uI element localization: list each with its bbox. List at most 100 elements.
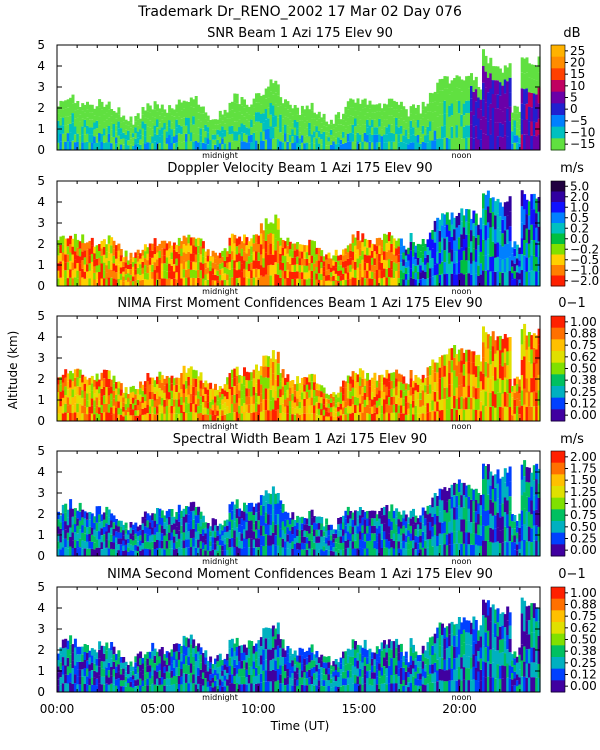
heatmap-cell bbox=[214, 531, 217, 538]
heatmap-cell bbox=[233, 121, 237, 132]
heatmap-cell bbox=[165, 119, 169, 126]
heatmap-cell bbox=[112, 522, 116, 529]
heatmap-cell bbox=[168, 392, 172, 400]
heatmap-cell bbox=[433, 372, 437, 382]
heatmap-cell bbox=[199, 121, 203, 129]
heatmap-cell bbox=[308, 122, 312, 130]
heatmap-cell bbox=[199, 128, 203, 136]
heatmap-cell bbox=[136, 389, 140, 395]
heatmap-cell bbox=[351, 260, 355, 269]
heatmap-cell bbox=[515, 106, 519, 114]
heatmap-cell bbox=[163, 378, 167, 386]
heatmap-cell bbox=[383, 119, 386, 127]
heatmap-cell bbox=[477, 275, 481, 286]
colorbar-swatch bbox=[551, 316, 565, 329]
panel-width: Spectral Width Beam 1 Azi 175 Elev 90 m/s… bbox=[37, 432, 596, 566]
heatmap-cell bbox=[436, 411, 440, 421]
heatmap-cell bbox=[264, 229, 268, 241]
heatmap-cell bbox=[148, 271, 152, 279]
heatmap-cell bbox=[209, 408, 213, 415]
heatmap-cell bbox=[271, 83, 275, 95]
heatmap-cell bbox=[131, 545, 135, 551]
heatmap-cell bbox=[356, 518, 360, 527]
heatmap-cell bbox=[436, 229, 440, 241]
heatmap-cell bbox=[390, 277, 394, 286]
heatmap-cell bbox=[199, 135, 203, 143]
heatmap-cell bbox=[390, 521, 394, 531]
heatmap-cell bbox=[255, 402, 258, 412]
panel-doppler: Doppler Velocity Beam 1 Azi 175 Elev 90 m… bbox=[37, 161, 599, 296]
heatmap-cell bbox=[399, 390, 403, 398]
heatmap-cell bbox=[513, 135, 517, 143]
heatmap-cell bbox=[450, 372, 454, 385]
heatmap-cell bbox=[170, 532, 174, 541]
heatmap-cell bbox=[274, 390, 278, 401]
heatmap-cell bbox=[148, 384, 152, 392]
heatmap-cell bbox=[124, 124, 128, 130]
heatmap-cell bbox=[73, 532, 77, 540]
heatmap-cell bbox=[83, 119, 87, 128]
heatmap-cell bbox=[95, 547, 99, 556]
heatmap-cell bbox=[332, 136, 336, 142]
heatmap-cell bbox=[494, 380, 498, 395]
heatmap-cell bbox=[233, 277, 237, 286]
heatmap-cell bbox=[298, 126, 302, 133]
heatmap-cell bbox=[525, 242, 529, 258]
heatmap-cell bbox=[223, 260, 227, 268]
heatmap-cell bbox=[286, 117, 290, 126]
heatmap-cell bbox=[102, 106, 106, 115]
heatmap-cell bbox=[402, 265, 406, 273]
heatmap-cell bbox=[503, 230, 507, 245]
heatmap-cell bbox=[112, 515, 116, 523]
heatmap-cell bbox=[165, 398, 169, 406]
heatmap-cell bbox=[245, 245, 249, 254]
heatmap-cell bbox=[264, 263, 268, 275]
heatmap-cell bbox=[88, 413, 92, 421]
heatmap-cell bbox=[148, 112, 152, 121]
heatmap-cell bbox=[525, 378, 529, 393]
heatmap-cell bbox=[346, 375, 350, 384]
heatmap-cell bbox=[98, 258, 102, 265]
heatmap-cell bbox=[81, 260, 85, 269]
heatmap-cell bbox=[243, 385, 246, 395]
heatmap-cell bbox=[233, 530, 237, 539]
heatmap-cell bbox=[508, 365, 512, 379]
heatmap-cell bbox=[424, 120, 428, 129]
heatmap-cell bbox=[383, 377, 386, 385]
heatmap-cell bbox=[110, 129, 114, 137]
heatmap-cell bbox=[286, 109, 290, 118]
heatmap-cell bbox=[346, 133, 350, 142]
heatmap-cell bbox=[378, 398, 382, 406]
heatmap-cell bbox=[375, 238, 379, 247]
heatmap-cell bbox=[110, 513, 114, 521]
colorbar-label: −1.0 bbox=[570, 263, 599, 277]
heatmap-cell bbox=[460, 396, 464, 409]
heatmap-cell bbox=[535, 94, 539, 109]
heatmap-cell bbox=[163, 414, 167, 421]
heatmap-cell bbox=[81, 405, 85, 414]
heatmap-cell bbox=[271, 397, 275, 410]
heatmap-cell bbox=[520, 375, 524, 391]
heatmap-cell bbox=[252, 515, 256, 524]
heatmap-cell bbox=[380, 515, 384, 524]
heatmap-cell bbox=[216, 275, 220, 281]
heatmap-cell bbox=[404, 414, 408, 421]
heatmap-cell bbox=[284, 526, 287, 534]
heatmap-cell bbox=[93, 253, 97, 260]
heatmap-cell bbox=[267, 367, 271, 378]
heatmap-cell bbox=[71, 122, 75, 132]
heatmap-cell bbox=[494, 136, 498, 150]
heatmap-cell bbox=[380, 374, 384, 383]
heatmap-cell bbox=[61, 109, 65, 118]
heatmap-cell bbox=[402, 398, 406, 407]
heatmap-cell bbox=[143, 526, 147, 534]
heatmap-cell bbox=[259, 141, 263, 150]
heatmap-cell bbox=[445, 398, 449, 410]
heatmap-cell bbox=[479, 99, 483, 110]
heatmap-cell bbox=[342, 407, 345, 415]
heatmap-cell bbox=[354, 134, 357, 143]
heatmap-cell bbox=[470, 230, 473, 242]
heatmap-cell bbox=[255, 234, 258, 243]
heatmap-cell bbox=[112, 405, 116, 414]
heatmap-cell bbox=[218, 123, 222, 131]
